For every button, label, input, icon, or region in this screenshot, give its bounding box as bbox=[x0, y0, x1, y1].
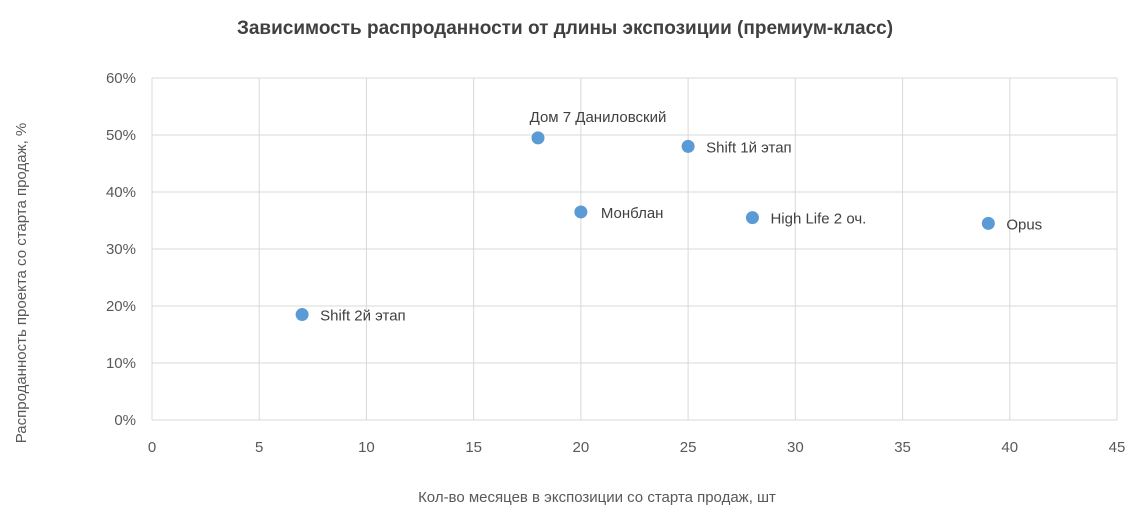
x-tick-label: 0 bbox=[148, 439, 156, 456]
data-point bbox=[574, 205, 588, 219]
y-tick-labels: 0% 10% 20% 30% 40% 50% 60% bbox=[106, 70, 136, 429]
data-point bbox=[681, 139, 695, 153]
y-axis-label: Распроданность проекта со старта продаж,… bbox=[13, 123, 30, 444]
x-tick-label: 5 bbox=[255, 439, 263, 456]
data-label: Opus bbox=[1006, 216, 1042, 233]
data-label: High Life 2 оч. bbox=[770, 211, 866, 228]
y-tick-label: 30% bbox=[106, 241, 136, 258]
data-label: Shift 1й этап bbox=[706, 139, 792, 156]
y-tick-label: 20% bbox=[106, 298, 136, 315]
x-tick-label: 30 bbox=[787, 439, 804, 456]
y-tick-label: 60% bbox=[106, 70, 136, 87]
x-tick-label: 20 bbox=[573, 439, 590, 456]
x-tick-label: 25 bbox=[680, 439, 697, 456]
x-tick-label: 35 bbox=[894, 439, 911, 456]
data-point bbox=[295, 308, 309, 322]
chart-title: Зависимость распроданности от длины эксп… bbox=[237, 18, 893, 39]
x-tick-label: 15 bbox=[465, 439, 482, 456]
y-tick-label: 0% bbox=[114, 412, 136, 429]
data-point bbox=[531, 131, 545, 145]
y-tick-label: 40% bbox=[106, 184, 136, 201]
y-tick-label: 50% bbox=[106, 127, 136, 144]
data-point bbox=[745, 211, 759, 225]
x-tick-labels: 0 5 10 15 20 25 30 35 40 45 bbox=[148, 439, 1126, 456]
data-points bbox=[295, 131, 995, 322]
data-label: Shift 2й этап bbox=[320, 308, 406, 325]
y-tick-label: 10% bbox=[106, 355, 136, 372]
data-label: Дом 7 Даниловский bbox=[530, 109, 667, 126]
gridlines bbox=[151, 77, 1118, 421]
data-labels: Shift 2й этап Дом 7 Даниловский Монблан Shi… bbox=[320, 109, 1042, 325]
x-axis-label: Кол-во месяцев в экспозиции со старта пр… bbox=[418, 489, 776, 506]
data-point bbox=[981, 216, 995, 230]
x-tick-label: 10 bbox=[358, 439, 375, 456]
x-tick-label: 40 bbox=[1001, 439, 1018, 456]
data-label: Монблан bbox=[601, 205, 664, 222]
x-tick-label: 45 bbox=[1109, 439, 1126, 456]
